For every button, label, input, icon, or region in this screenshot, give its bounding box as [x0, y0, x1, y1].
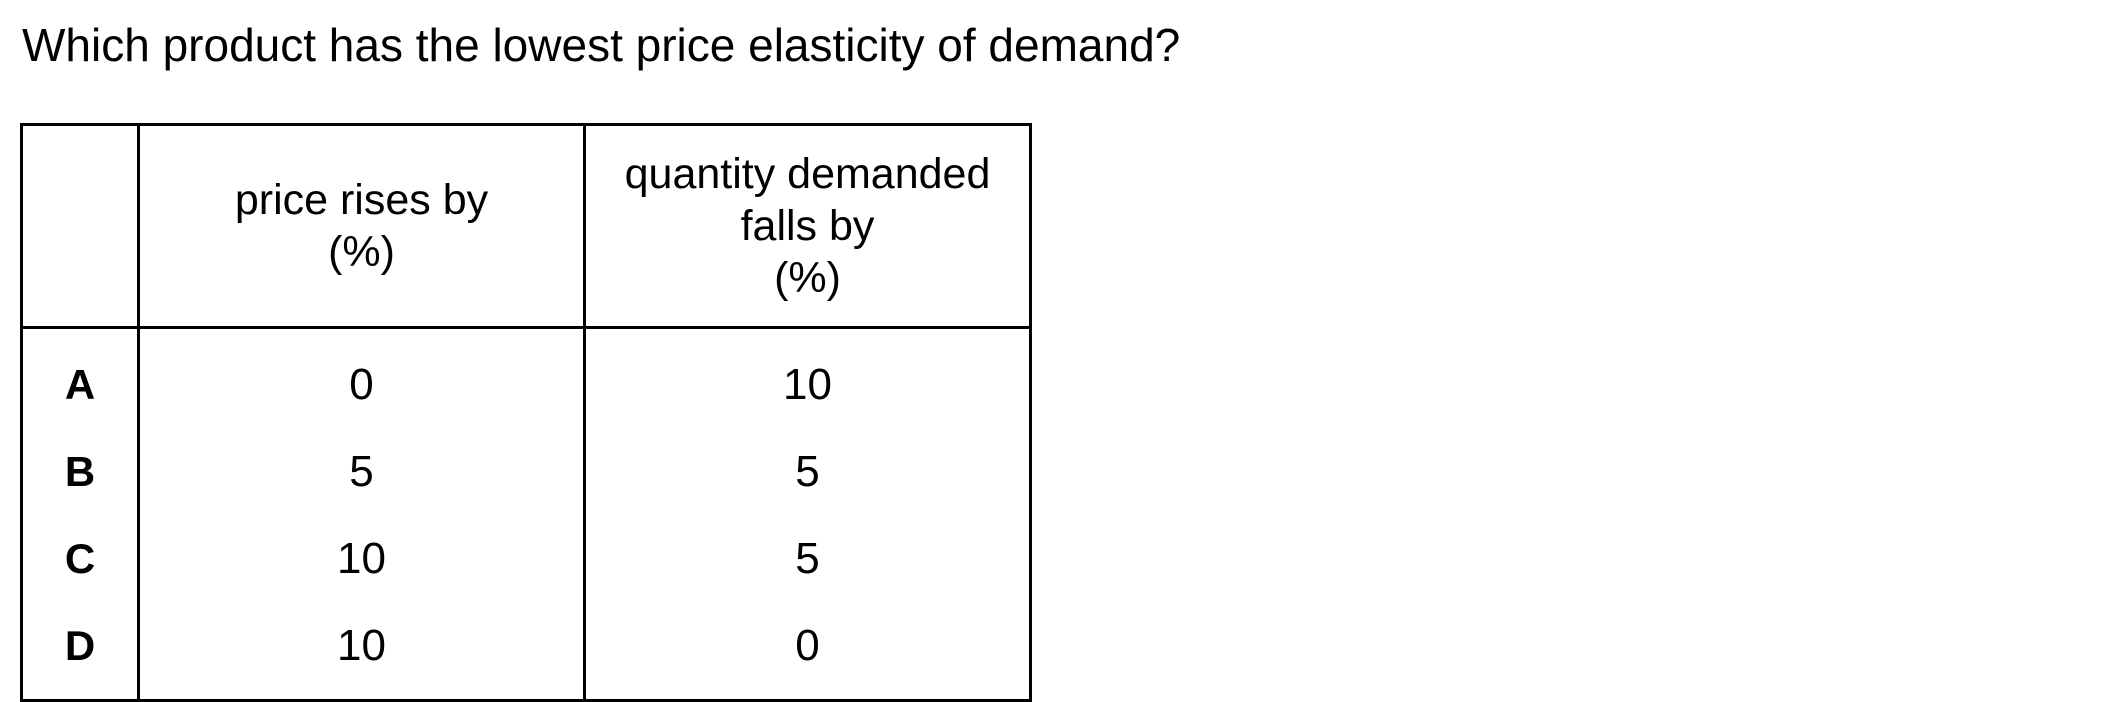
product-label: C	[21, 515, 140, 602]
table-row: C 10 5	[21, 515, 1031, 602]
quantity-fall-header: quantity demanded falls by (%)	[584, 124, 1031, 329]
question-text: Which product has the lowest price elast…	[22, 19, 1181, 71]
quantity-fall-value: 10	[783, 359, 832, 409]
price-rise-value: 10	[138, 515, 586, 602]
product-label: D	[21, 602, 140, 701]
table-header-row: price rises by (%) quantity demanded fal…	[21, 124, 1031, 329]
elasticity-table: price rises by (%) quantity demanded fal…	[20, 123, 1032, 702]
quantity-fall-value: 5	[795, 533, 820, 583]
product-label: A	[21, 327, 140, 428]
product-header-cell	[21, 124, 140, 329]
table-row: B 5 5	[21, 428, 1031, 515]
price-rise-header-label: price rises by	[234, 176, 489, 224]
quantity-fall-header-unit: (%)	[774, 254, 841, 302]
quantity-fall-value: 5	[795, 446, 820, 496]
product-label: B	[21, 428, 140, 515]
price-rise-header: price rises by (%)	[138, 124, 586, 329]
price-rise-header-unit: (%)	[328, 228, 395, 276]
price-rise-value: 0	[138, 327, 586, 428]
quantity-fall-header-label: quantity demanded	[624, 150, 991, 198]
price-rise-value: 10	[138, 602, 586, 701]
price-rise-value: 5	[138, 428, 586, 515]
quantity-fall-value: 0	[795, 620, 820, 670]
table-row: D 10 0	[21, 602, 1031, 701]
table-row: A 0 10	[21, 327, 1031, 428]
quantity-fall-header-label-2: falls by	[740, 202, 875, 250]
